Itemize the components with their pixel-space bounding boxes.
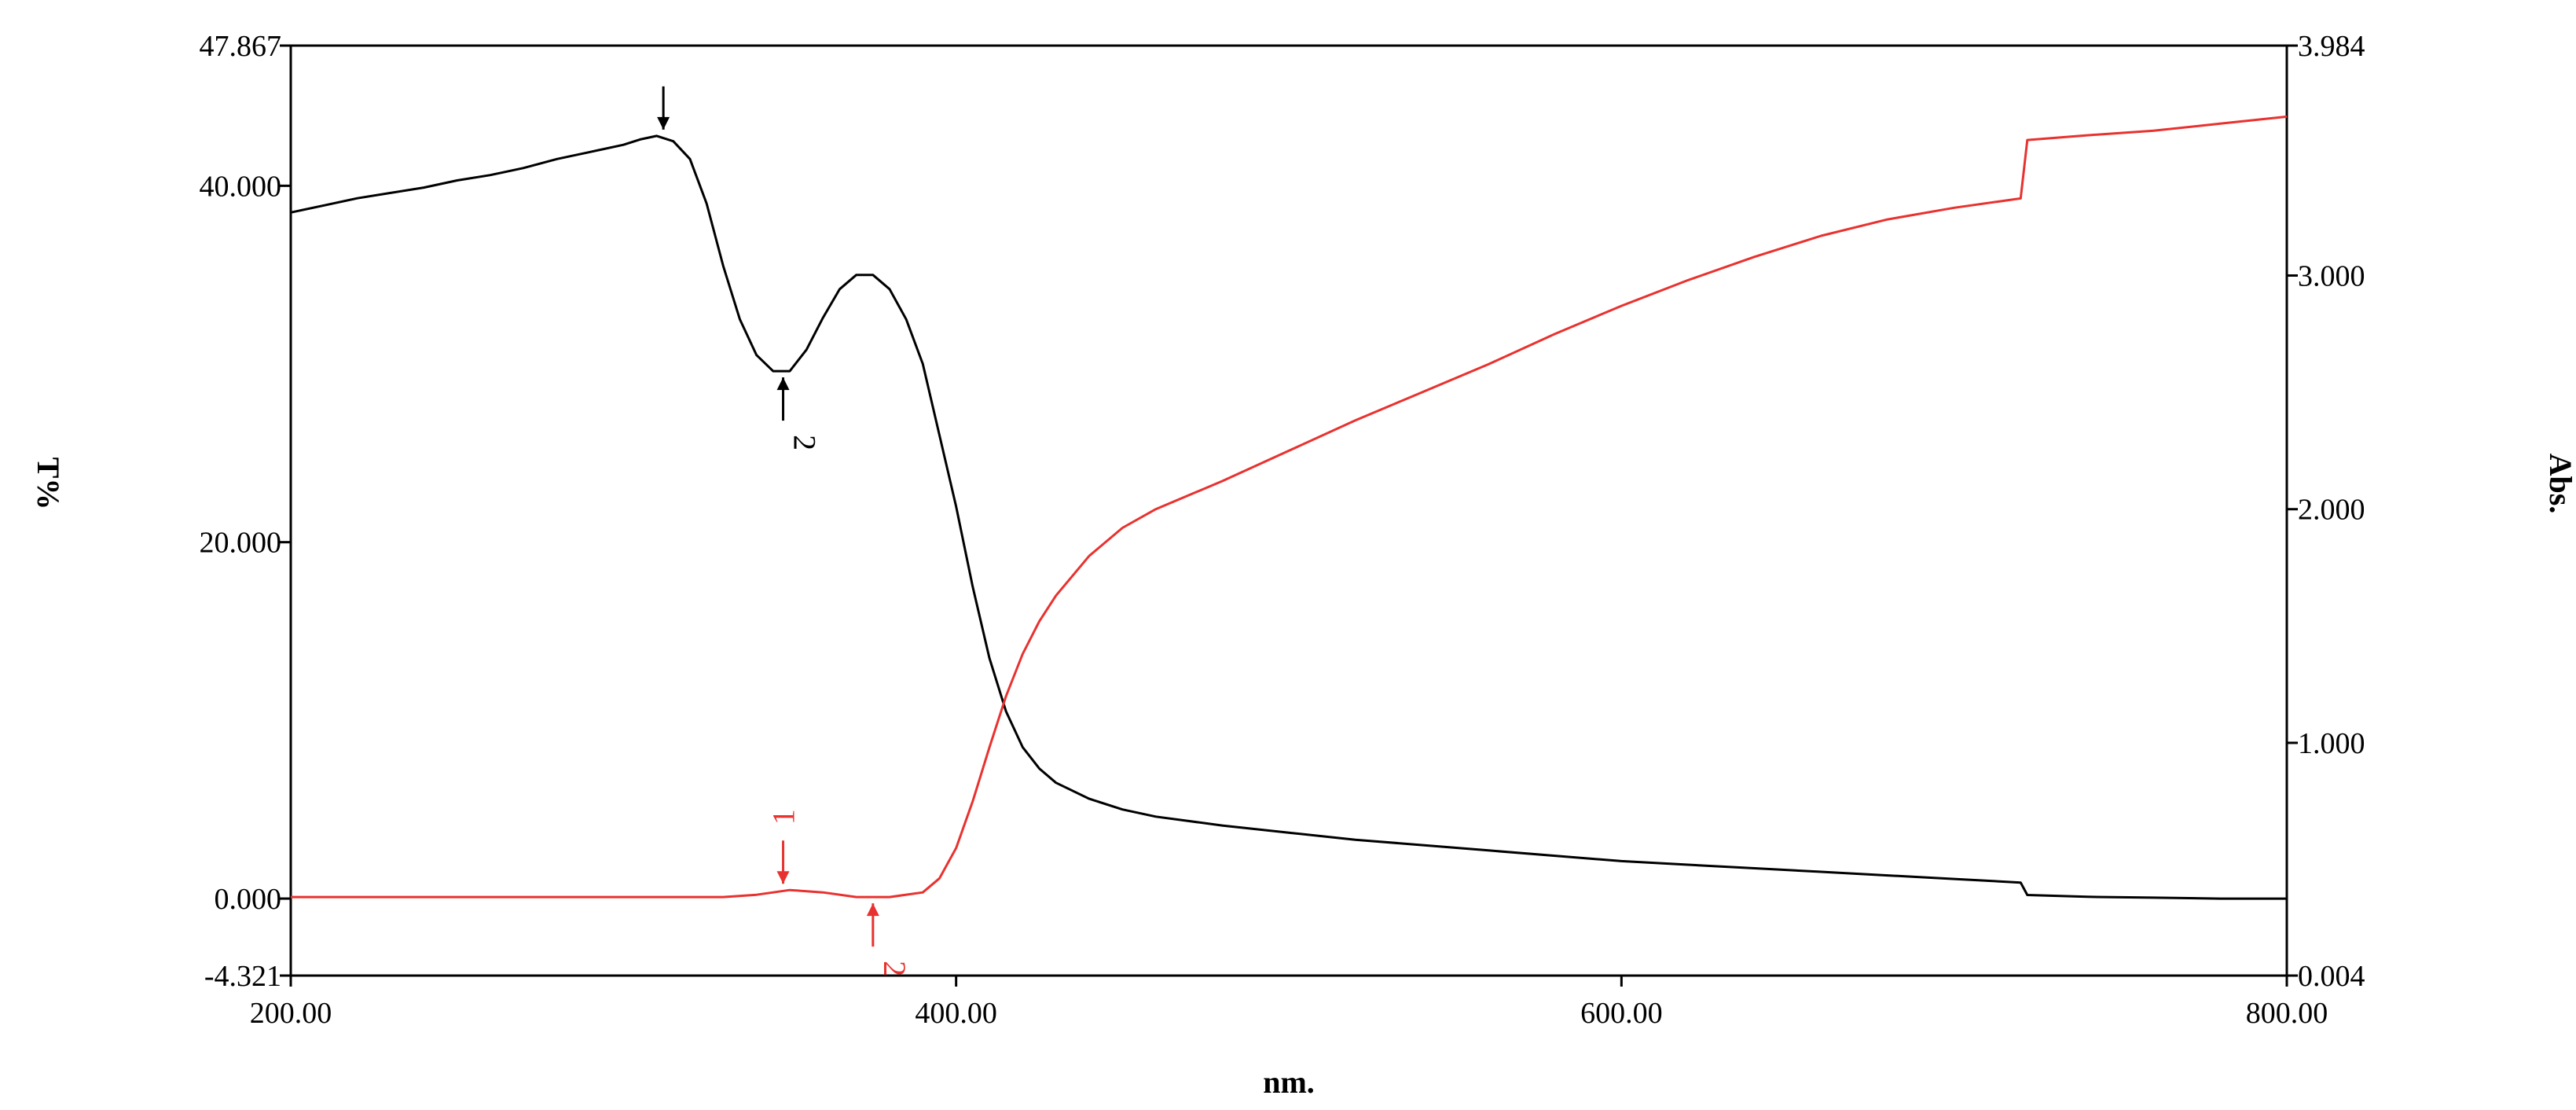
left-tick-label: -4.321: [204, 960, 281, 993]
series-line-2: [291, 115, 2288, 899]
x-tick-label: 600.00: [1580, 997, 1663, 1030]
peak-annotation-2: 2: [776, 377, 823, 450]
series-layer: [290, 115, 2288, 900]
right-tick-label: 0.004: [2298, 960, 2365, 993]
right-tick-label: 1.000: [2298, 727, 2365, 760]
right-axis-ticks: 0.004 1.000 2.000 3.000 3.984: [2287, 30, 2365, 993]
annotation-label: 1: [766, 809, 802, 825]
left-tick-label: 20.000: [200, 527, 282, 560]
left-tick-label: 47.867: [200, 30, 282, 63]
annotation-layer: 2 1 2: [657, 86, 912, 976]
x-tick-label: 400.00: [915, 997, 997, 1030]
annotation-label: 2: [787, 435, 823, 450]
plot-frame: [289, 44, 2288, 977]
right-tick-label: 3.000: [2298, 259, 2365, 292]
annotation-arrow-head: [776, 871, 790, 884]
annotation-arrow-head: [657, 116, 670, 130]
right-tick-label: 3.984: [2298, 30, 2365, 63]
x-tick-label: 800.00: [2246, 997, 2328, 1030]
x-axis-title: nm.: [1263, 1064, 1315, 1100]
peak-annotation-1: [657, 86, 670, 130]
right-axis-title: Abs.: [2543, 454, 2576, 514]
peak-annotation-4: 2: [866, 903, 912, 976]
annotation-arrow-head: [776, 377, 790, 391]
right-tick-label: 2.000: [2298, 494, 2365, 527]
peak-annotation-3: 1: [766, 809, 802, 884]
left-axis-ticks: -4.321 0.000 20.000 40.000 47.867: [200, 30, 291, 993]
left-tick-label: 40.000: [200, 170, 282, 203]
x-tick-label: 200.00: [250, 997, 332, 1030]
x-axis-ticks: 200.00 400.00 600.00 800.00: [250, 976, 2328, 1030]
left-axis-title: T%: [31, 458, 66, 510]
left-tick-label: 0.000: [215, 883, 282, 916]
annotation-label: 2: [877, 961, 912, 976]
annotation-arrow-head: [866, 903, 879, 917]
series-line-1: [290, 134, 2287, 900]
